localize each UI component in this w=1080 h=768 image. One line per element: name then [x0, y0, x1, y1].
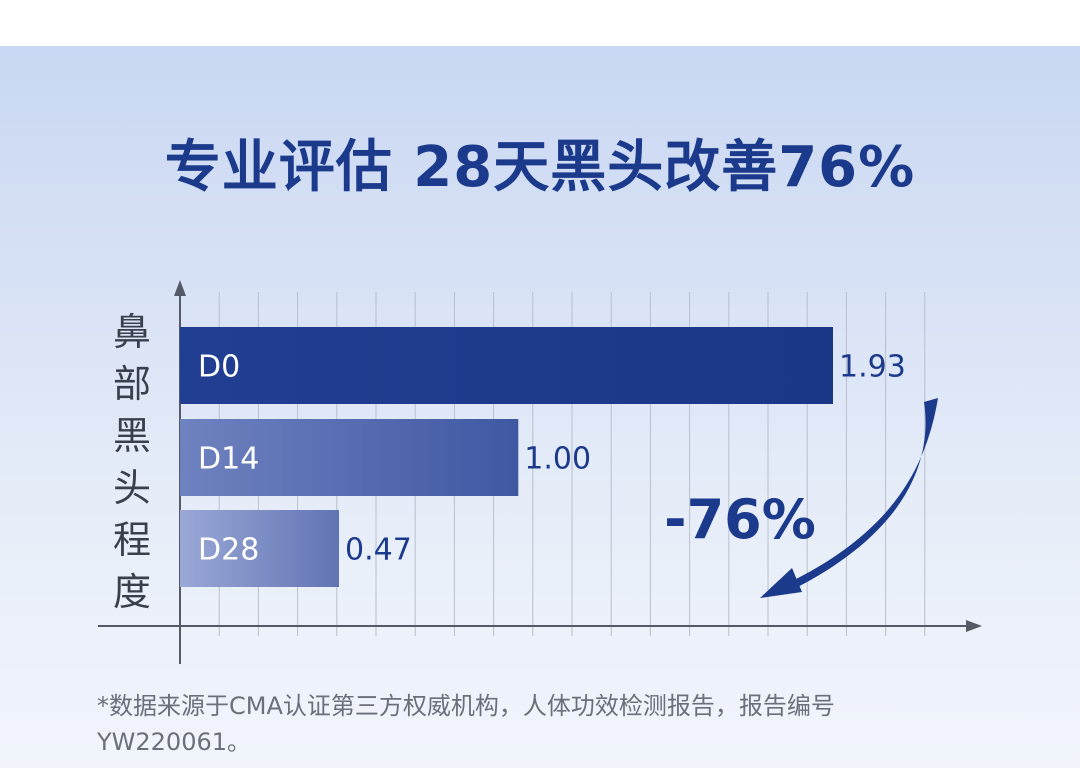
reduction-annotation: -76%	[664, 488, 816, 551]
bar-category-label: D14	[198, 442, 259, 477]
footnote: *数据来源于CMA认证第三方权威机构，人体功效检测报告，报告编号 YW22006…	[97, 688, 997, 760]
bar-d28	[180, 510, 339, 587]
chart-title: 专业评估 28天黑头改善76%	[164, 135, 916, 200]
top-band	[0, 0, 1080, 46]
y-axis-arrow	[174, 280, 186, 296]
bars-group: D0 1.93 D14 1.00 D28 0.47	[180, 327, 906, 587]
bar-value-label: 0.47	[345, 533, 412, 568]
footnote-line-2: YW220061。	[97, 728, 252, 756]
bar-category-label: D28	[198, 533, 259, 568]
trend-arrow-head	[760, 568, 802, 598]
footnote-line-1: *数据来源于CMA认证第三方权威机构，人体功效检测报告，报告编号	[97, 692, 835, 720]
bar-d14	[180, 419, 519, 496]
bar-category-label: D0	[198, 350, 240, 385]
bar-value-label: 1.00	[524, 442, 591, 477]
bar-value-label: 1.93	[839, 350, 906, 385]
y-axis-label: 鼻部黑头程度	[112, 310, 151, 614]
x-axis-arrow	[966, 620, 982, 632]
bar-d0	[180, 327, 833, 404]
